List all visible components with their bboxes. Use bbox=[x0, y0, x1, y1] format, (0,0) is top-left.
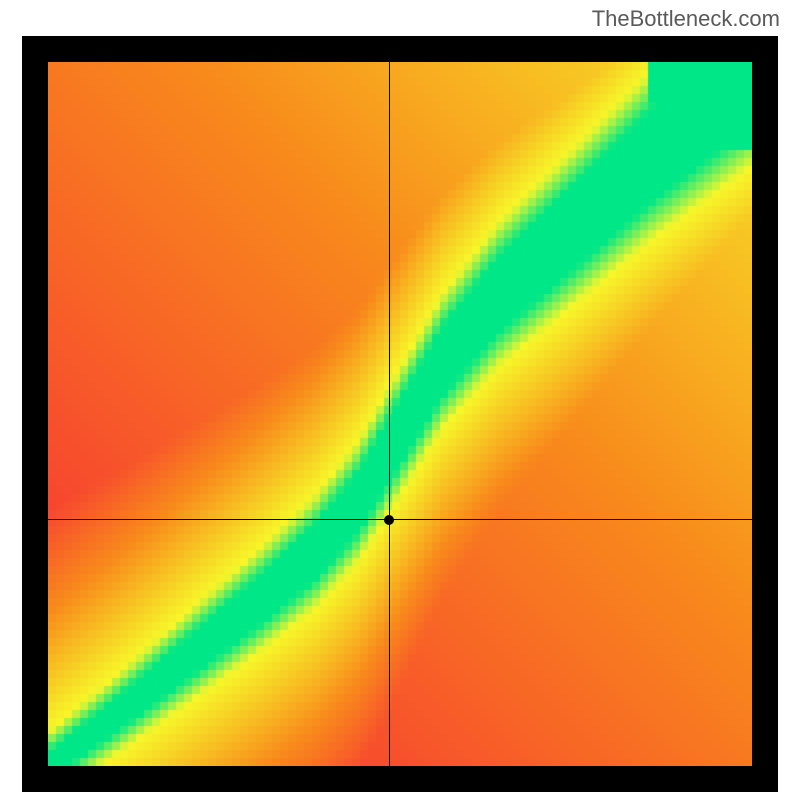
heatmap-canvas bbox=[48, 62, 752, 766]
crosshair-point bbox=[384, 515, 394, 525]
plot-area bbox=[48, 62, 752, 766]
crosshair-horizontal bbox=[48, 519, 752, 520]
frame-top bbox=[22, 36, 778, 62]
frame-right bbox=[752, 36, 778, 792]
frame-left bbox=[22, 36, 48, 792]
frame-bottom bbox=[22, 766, 778, 792]
chart-container: TheBottleneck.com bbox=[0, 0, 800, 800]
watermark-text: TheBottleneck.com bbox=[592, 6, 780, 32]
crosshair-vertical bbox=[389, 62, 390, 766]
